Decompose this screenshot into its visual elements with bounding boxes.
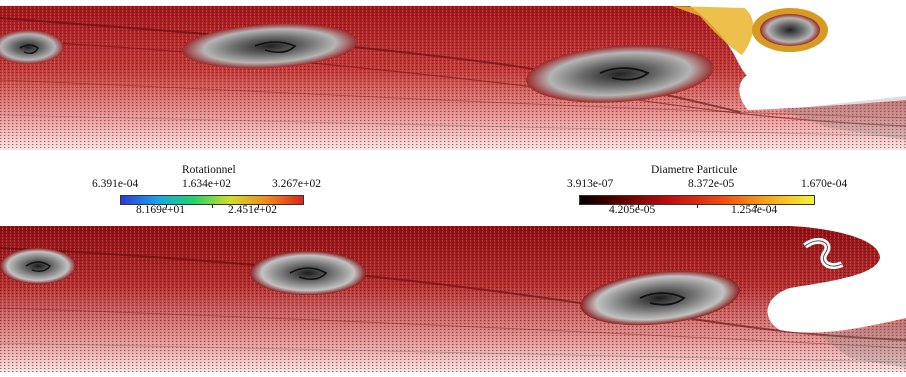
legend-label-q3: 1.254e-04 [731,204,778,216]
legend-title: Rotationnel [182,164,236,176]
colorbar-tick [258,204,259,208]
flow-field-bottom-image [0,226,906,372]
legend-label-q3: 2.451e+02 [228,204,277,216]
legend-label-min: 3.913e-07 [567,178,614,190]
legend-title: Diametre Particule [651,164,738,176]
flow-field-top-image [0,6,906,150]
legend-label-max: 3.267e+02 [272,178,321,190]
colorbar-tick [166,204,167,208]
colorbar-tick [756,204,757,208]
legend-label-mid: 1.634e+02 [182,178,231,190]
legend-label-q1: 8.169e+01 [136,204,185,216]
flow-panel-top [0,0,906,158]
legend-label-mid: 8.372e-05 [688,178,735,190]
flow-panel-bottom [0,218,906,377]
legend-label-min: 6.391e-04 [92,178,139,190]
colorbar-tick [212,204,213,208]
legend-label-max: 1.670e-04 [801,178,848,190]
colorbar-legend-diametre: Diametre Particule 3.913e-07 8.372e-05 1… [453,160,906,218]
colorbar-tick [697,204,698,208]
colorbar-legend-rotationnel: Rotationnel 6.391e-04 1.634e+02 3.267e+0… [0,160,453,218]
colorbar-tick [638,204,639,208]
legend-label-q1: 4.205e-05 [609,204,656,216]
